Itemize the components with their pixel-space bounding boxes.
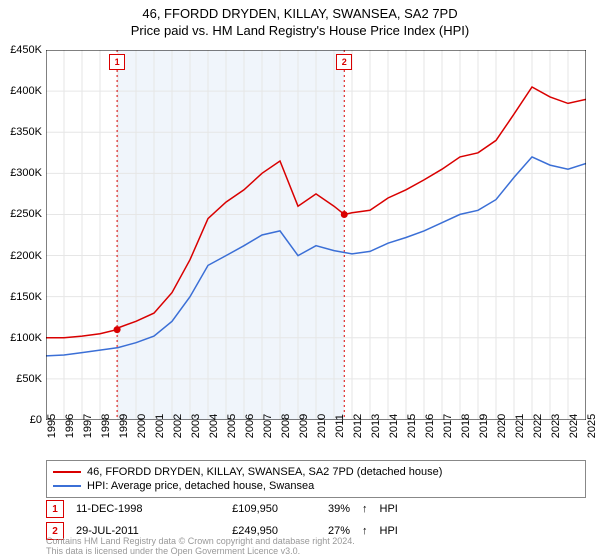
- x-tick-label: 2002: [172, 414, 184, 438]
- x-tick-label: 2013: [370, 414, 382, 438]
- x-tick-label: 2017: [442, 414, 454, 438]
- x-tick-label: 1996: [64, 414, 76, 438]
- y-tick-label: £250K: [2, 208, 42, 220]
- legend-label-1: 46, FFORDD DRYDEN, KILLAY, SWANSEA, SA2 …: [87, 466, 442, 478]
- chart-title-address: 46, FFORDD DRYDEN, KILLAY, SWANSEA, SA2 …: [0, 0, 600, 21]
- x-tick-label: 1997: [82, 414, 94, 438]
- legend-label-2: HPI: Average price, detached house, Swan…: [87, 480, 314, 492]
- chart-subtitle: Price paid vs. HM Land Registry's House …: [0, 21, 600, 38]
- sale-marker-on-chart: 2: [336, 54, 352, 70]
- x-tick-label: 1995: [46, 414, 58, 438]
- x-tick-label: 2004: [208, 414, 220, 438]
- x-tick-label: 2012: [352, 414, 364, 438]
- x-tick-label: 2020: [496, 414, 508, 438]
- sale-arrow-1: ↑: [362, 503, 368, 515]
- y-tick-label: £50K: [2, 373, 42, 385]
- x-tick-label: 2009: [298, 414, 310, 438]
- chart-plot-area: £0£50K£100K£150K£200K£250K£300K£350K£400…: [46, 50, 586, 420]
- x-tick-label: 2000: [136, 414, 148, 438]
- x-tick-label: 2010: [316, 414, 328, 438]
- sale-price-1: £109,950: [198, 503, 278, 515]
- x-tick-label: 2024: [568, 414, 580, 438]
- y-tick-label: £150K: [2, 291, 42, 303]
- y-tick-label: £350K: [2, 126, 42, 138]
- x-tick-label: 2018: [460, 414, 472, 438]
- sale-label-2: HPI: [380, 525, 398, 537]
- y-tick-label: £0: [2, 414, 42, 426]
- x-tick-label: 2019: [478, 414, 490, 438]
- sale-arrow-2: ↑: [362, 525, 368, 537]
- x-tick-label: 2001: [154, 414, 166, 438]
- chart-container: 46, FFORDD DRYDEN, KILLAY, SWANSEA, SA2 …: [0, 0, 600, 560]
- sales-row-1: 1 11-DEC-1998 £109,950 39% ↑ HPI: [46, 498, 398, 520]
- x-tick-label: 2021: [514, 414, 526, 438]
- x-tick-label: 2015: [406, 414, 418, 438]
- x-tick-label: 2025: [586, 414, 598, 438]
- y-tick-label: £200K: [2, 250, 42, 262]
- x-tick-label: 2003: [190, 414, 202, 438]
- sale-label-1: HPI: [380, 503, 398, 515]
- legend-row-series-2: HPI: Average price, detached house, Swan…: [53, 479, 579, 493]
- x-tick-label: 2023: [550, 414, 562, 438]
- footer-line-2: This data is licensed under the Open Gov…: [46, 546, 355, 556]
- x-tick-label: 2011: [334, 414, 346, 438]
- sale-marker-1: 1: [46, 500, 64, 518]
- y-tick-label: £100K: [2, 332, 42, 344]
- x-tick-label: 2005: [226, 414, 238, 438]
- x-tick-label: 1998: [100, 414, 112, 438]
- sale-pct-1: 39%: [290, 503, 350, 515]
- legend-swatch-2: [53, 485, 81, 487]
- x-tick-label: 1999: [118, 414, 130, 438]
- legend-row-series-1: 46, FFORDD DRYDEN, KILLAY, SWANSEA, SA2 …: [53, 465, 579, 479]
- sale-date-1: 11-DEC-1998: [76, 503, 186, 515]
- x-tick-label: 2006: [244, 414, 256, 438]
- footer-attribution: Contains HM Land Registry data © Crown c…: [46, 536, 355, 557]
- x-tick-label: 2022: [532, 414, 544, 438]
- y-tick-label: £400K: [2, 85, 42, 97]
- x-tick-label: 2014: [388, 414, 400, 438]
- y-tick-label: £300K: [2, 167, 42, 179]
- legend-box: 46, FFORDD DRYDEN, KILLAY, SWANSEA, SA2 …: [46, 460, 586, 498]
- footer-line-1: Contains HM Land Registry data © Crown c…: [46, 536, 355, 546]
- legend-swatch-1: [53, 471, 81, 473]
- sale-marker-on-chart: 1: [109, 54, 125, 70]
- y-tick-label: £450K: [2, 44, 42, 56]
- x-tick-label: 2008: [280, 414, 292, 438]
- x-tick-label: 2007: [262, 414, 274, 438]
- chart-svg: [46, 50, 586, 420]
- x-tick-label: 2016: [424, 414, 436, 438]
